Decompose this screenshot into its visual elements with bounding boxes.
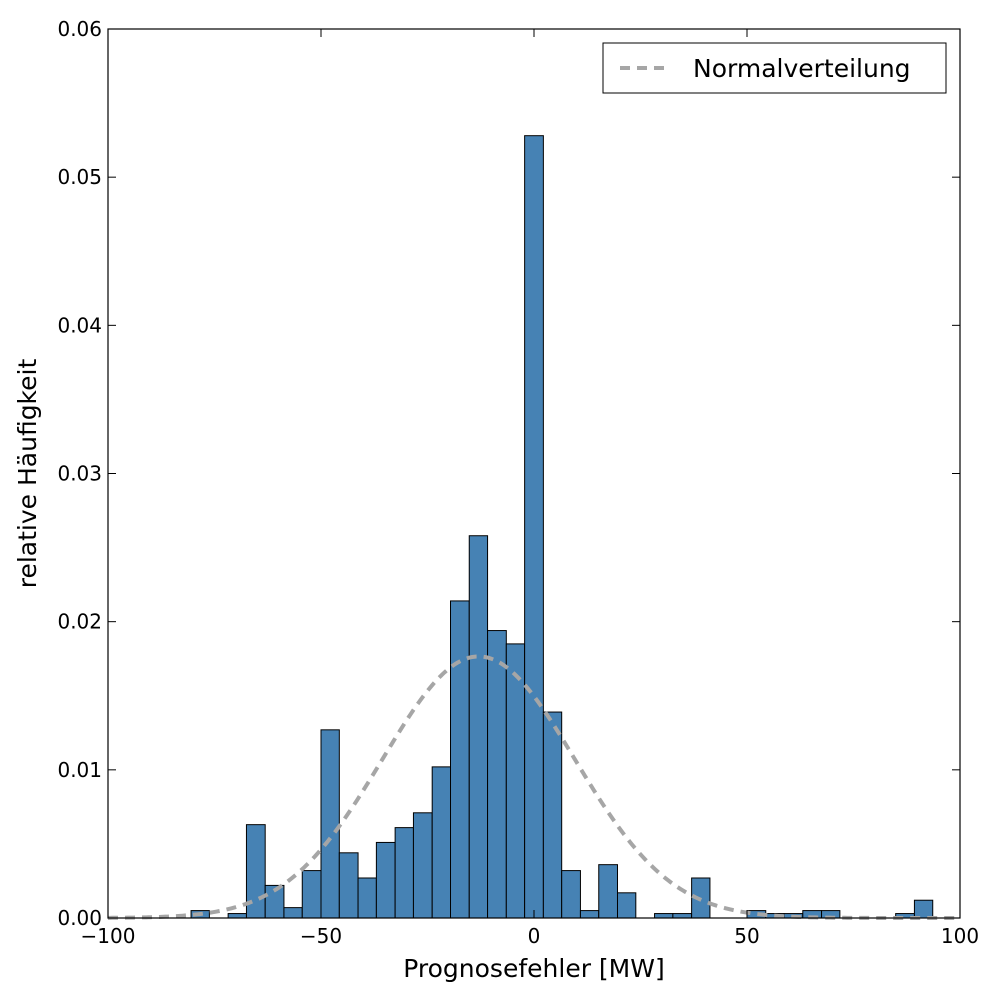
legend-label-normalverteilung: Normalverteilung	[693, 54, 911, 83]
y-tick-label-6: 0.06	[57, 17, 102, 41]
histogram-bar-21	[598, 864, 618, 919]
histogram-bar-14	[468, 535, 489, 919]
histogram-bar-11	[412, 812, 433, 919]
y-tick-label-0: 0.00	[57, 906, 102, 930]
histogram-bar-24	[672, 913, 693, 919]
x-tick-label-0: −100	[81, 924, 136, 948]
histogram-bar-13	[450, 600, 470, 919]
histogram-bar-19	[561, 870, 581, 919]
y-tick-label-4: 0.04	[57, 313, 102, 337]
histogram-bar-5	[301, 870, 322, 919]
histogram-bar-18	[542, 711, 563, 919]
histogram-bar-16	[505, 643, 526, 919]
histogram-bar-22	[616, 892, 637, 919]
x-tick-label-1: −50	[300, 924, 342, 948]
histogram-bar-9	[375, 841, 396, 919]
histogram-bar-23	[654, 913, 674, 919]
histogram-bars	[190, 135, 934, 919]
histogram-bar-8	[357, 877, 377, 919]
histogram-bar-10	[394, 827, 414, 919]
histogram-bar-12	[431, 766, 452, 919]
x-tick-label-3: 50	[734, 924, 759, 948]
y-tick-label-1: 0.01	[57, 758, 102, 782]
y-tick-label-2: 0.02	[57, 610, 102, 634]
x-tick-label-4: 100	[941, 924, 979, 948]
histogram-bar-4	[283, 907, 303, 919]
axis-tick-labels: −100 −50 0 50 100 0.00 0.01 0.02 0.03 0.04 0.05 0.0…	[57, 17, 979, 948]
y-tick-label-3: 0.03	[57, 462, 102, 486]
legend: Normalverteilung	[602, 42, 947, 94]
histogram-bar-32	[913, 899, 934, 919]
histogram-bar-1	[227, 913, 247, 919]
histogram-bar-17	[524, 135, 544, 919]
x-axis-label: Prognosefehler [MW]	[403, 954, 664, 983]
y-axis-label: relative Häufigkeit	[13, 359, 42, 589]
histogram-bar-6	[320, 729, 340, 919]
y-tick-label-5: 0.05	[57, 165, 102, 189]
x-tick-label-2: 0	[528, 924, 541, 948]
axis-ticks	[107, 28, 961, 919]
histogram-bar-7	[338, 852, 359, 919]
histogram-bar-15	[487, 630, 507, 919]
histogram-bar-20	[579, 910, 600, 919]
